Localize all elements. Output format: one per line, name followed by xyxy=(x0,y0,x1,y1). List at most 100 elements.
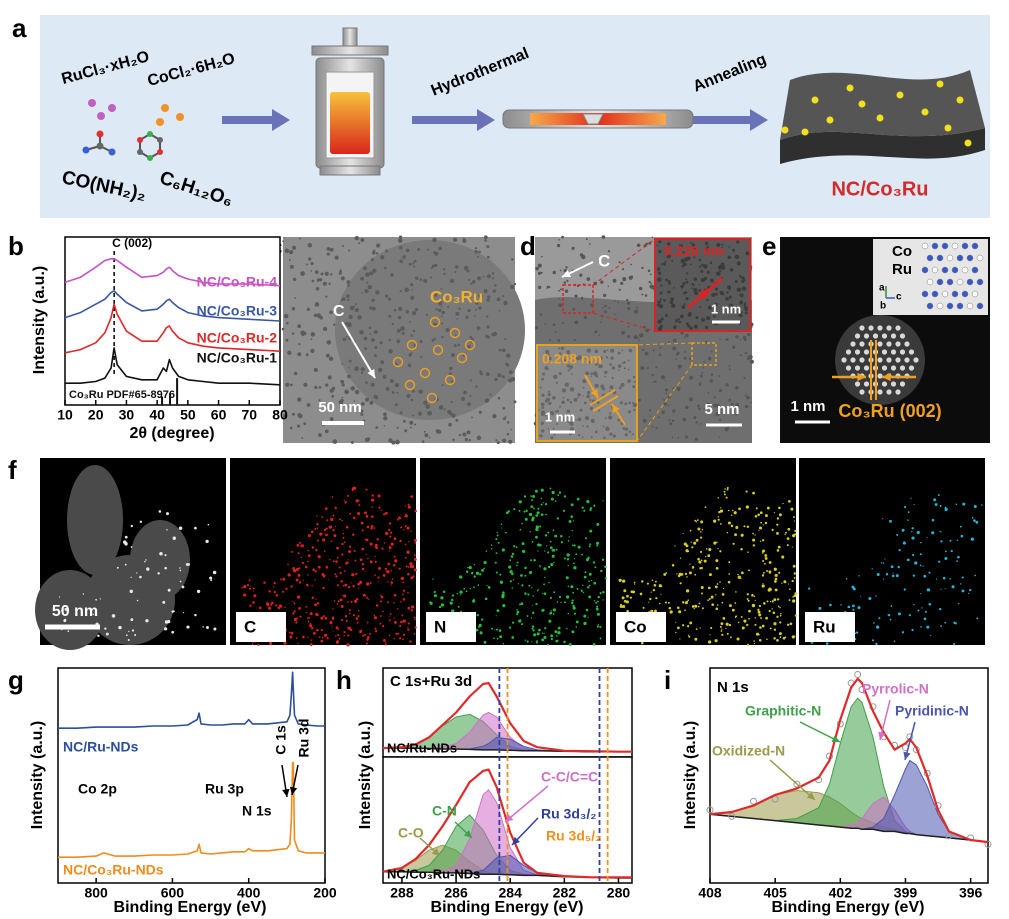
texture xyxy=(596,605,599,608)
texture xyxy=(855,631,859,634)
peak-label: N 1s xyxy=(242,803,272,819)
texture xyxy=(974,574,976,577)
texture xyxy=(818,606,822,610)
texture xyxy=(955,503,958,505)
texture xyxy=(67,630,70,633)
texture xyxy=(331,625,333,627)
texture xyxy=(656,427,659,430)
texture xyxy=(657,267,661,271)
atom-column xyxy=(850,357,856,363)
texture xyxy=(677,437,680,439)
texture xyxy=(364,570,366,572)
model-atom xyxy=(926,254,934,262)
texture xyxy=(352,584,355,588)
atom-column xyxy=(877,373,883,379)
texture xyxy=(516,613,519,616)
texture xyxy=(354,559,357,562)
texture xyxy=(586,394,590,399)
texture xyxy=(332,560,335,563)
texture xyxy=(491,272,495,275)
reference-label: Ru 3d₃/₂ xyxy=(541,806,596,822)
texture xyxy=(509,559,512,562)
atom-column xyxy=(877,325,883,331)
texture xyxy=(611,376,614,380)
texture xyxy=(630,263,633,266)
texture xyxy=(179,580,182,583)
texture xyxy=(632,401,634,404)
texture xyxy=(370,525,374,528)
texture xyxy=(451,609,455,613)
texture xyxy=(747,551,749,553)
particle-marker xyxy=(444,374,456,386)
x-tick-label: 60 xyxy=(211,407,227,423)
texture xyxy=(573,397,578,402)
texture xyxy=(293,371,298,376)
texture xyxy=(410,295,415,300)
texture xyxy=(653,583,657,587)
texture xyxy=(575,626,578,628)
texture xyxy=(723,493,726,496)
texture xyxy=(300,545,302,547)
texture xyxy=(684,609,686,612)
texture xyxy=(249,585,251,587)
texture xyxy=(673,325,677,329)
atom xyxy=(96,130,104,138)
atom-column xyxy=(886,341,892,347)
texture xyxy=(736,287,742,292)
texture xyxy=(753,640,755,642)
texture xyxy=(561,418,565,422)
texture xyxy=(678,572,682,577)
texture xyxy=(472,279,476,284)
spectrum-line xyxy=(382,768,632,879)
texture xyxy=(699,627,701,629)
scale-label: 1 nm xyxy=(545,409,575,424)
texture xyxy=(447,409,452,414)
texture xyxy=(523,495,527,498)
texture xyxy=(341,553,344,556)
texture xyxy=(552,608,556,612)
series-label: Oxidized-N xyxy=(712,743,785,759)
texture xyxy=(317,565,321,569)
texture xyxy=(569,367,572,370)
texture xyxy=(897,612,901,616)
texture xyxy=(529,530,531,533)
data-point xyxy=(854,670,862,678)
texture xyxy=(786,544,789,547)
texture xyxy=(638,339,640,342)
texture xyxy=(553,591,556,594)
texture xyxy=(731,608,735,612)
texture xyxy=(773,628,777,631)
texture xyxy=(682,281,686,285)
texture xyxy=(385,643,387,646)
texture xyxy=(761,624,765,628)
texture xyxy=(315,548,318,552)
texture xyxy=(412,575,415,578)
texture xyxy=(944,621,947,624)
texture xyxy=(689,326,693,330)
texture xyxy=(961,576,964,579)
texture xyxy=(537,543,541,547)
texture xyxy=(536,639,538,642)
texture xyxy=(691,243,695,247)
texture xyxy=(358,242,361,245)
texture xyxy=(744,311,748,315)
texture xyxy=(431,339,435,342)
texture xyxy=(689,357,692,361)
texture xyxy=(399,637,402,640)
texture xyxy=(710,350,713,353)
texture xyxy=(342,536,345,539)
texture xyxy=(458,433,462,437)
texture xyxy=(499,573,502,576)
texture xyxy=(539,386,542,389)
texture xyxy=(428,436,431,439)
texture xyxy=(491,627,494,630)
texture xyxy=(575,620,579,624)
texture xyxy=(64,607,68,611)
texture xyxy=(684,291,688,295)
texture xyxy=(623,367,626,370)
sheet-side xyxy=(780,128,985,164)
texture xyxy=(695,521,698,523)
texture xyxy=(404,429,408,433)
texture xyxy=(739,300,744,305)
atom-column xyxy=(881,365,888,371)
